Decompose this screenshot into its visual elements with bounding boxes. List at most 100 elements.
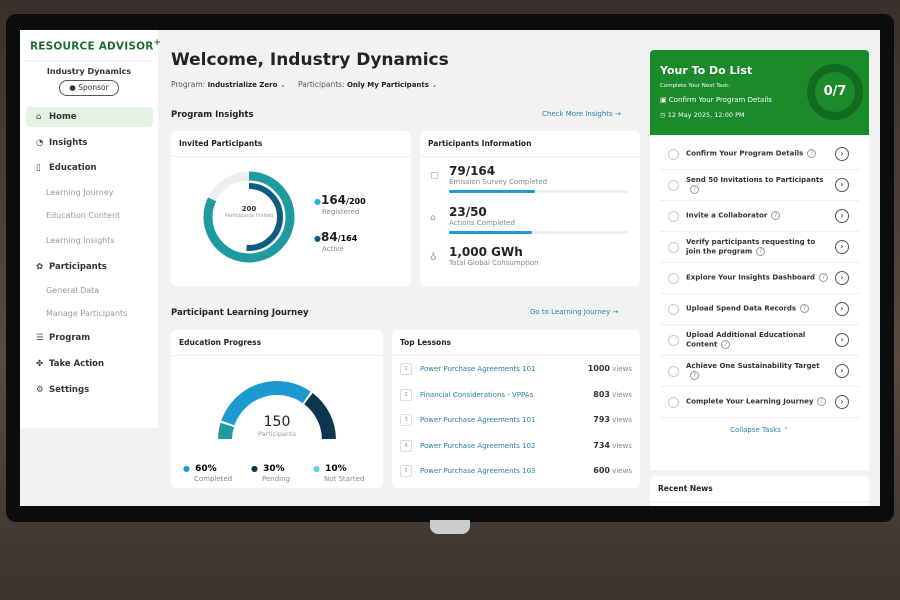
chevron-right-circle-icon[interactable]: ›: [835, 147, 849, 161]
chevron-right-circle-icon[interactable]: ›: [835, 240, 849, 254]
lesson-row[interactable]: 3 Power Purchase Agreements 101 793 views: [400, 408, 632, 433]
sidebar-sub-manage-participants[interactable]: Manage Participants: [46, 309, 128, 318]
task-label: Explore Your Insights Dashboard: [686, 273, 816, 282]
task-item[interactable]: Upload Spend Data Records? ›: [660, 294, 859, 325]
task-item[interactable]: Verify participants requesting to join t…: [660, 232, 859, 263]
task-checkbox[interactable]: [668, 303, 679, 315]
chevron-right-circle-icon[interactable]: ›: [835, 302, 849, 316]
help-icon[interactable]: ?: [690, 184, 699, 194]
legend-pending: ● 30% Pending: [251, 456, 290, 483]
sidebar-item-take-action[interactable]: ✤ Take Action: [26, 354, 153, 374]
task-item[interactable]: Explore Your Insights Dashboard? ›: [660, 263, 859, 294]
help-icon[interactable]: ?: [771, 211, 781, 221]
task-item[interactable]: Complete Your Learning Journey? ›: [660, 387, 859, 418]
active-stat: ●84/164 Active: [314, 226, 357, 253]
legend-value: 30%: [263, 464, 285, 474]
collapse-tasks-button[interactable]: Collapse Tasks ⌃: [660, 426, 859, 434]
lesson-row[interactable]: 1 Power Purchase Agreements 101 1000 views: [400, 357, 632, 382]
lesson-row[interactable]: 2 Financial Considerations - VPPAs 803 vie…: [400, 383, 632, 408]
legend-label: Not Started: [324, 475, 365, 483]
lesson-row[interactable]: 5 Power Purchase Agreements 103 600 views: [400, 459, 632, 484]
invited-donut: [203, 171, 295, 263]
views-count: 793: [593, 415, 610, 424]
lesson-rank: 3: [400, 414, 412, 426]
task-item[interactable]: Upload Additional Educational Content? ›: [660, 325, 859, 356]
task-item[interactable]: Invite a Collaborator? ›: [660, 201, 859, 232]
lesson-views: 803 views: [593, 390, 632, 399]
info-value: 23/50: [449, 205, 487, 219]
book-icon: ▯: [36, 163, 41, 173]
info-label: Emission Survey Completed: [449, 178, 548, 186]
sidebar-item-settings[interactable]: ⚙ Settings: [26, 380, 153, 400]
lesson-row[interactable]: 4 Power Purchase Agreements 102 734 views: [400, 434, 632, 459]
program-value: Industrialize Zero: [207, 81, 278, 89]
task-checkbox[interactable]: [668, 179, 679, 191]
program-select[interactable]: Industrialize Zero ⌄: [208, 80, 287, 89]
views-label: views: [612, 390, 632, 399]
check-more-insights-link[interactable]: Check More Insights →: [542, 110, 621, 118]
task-label: Confirm Your Program Details: [686, 149, 804, 158]
go-to-learning-journey-link[interactable]: Go to Learning Journey →: [530, 308, 618, 316]
screen: RESOURCE ADVISOR+ Industry Dynamics ● Sp…: [20, 30, 880, 506]
chevron-right-circle-icon[interactable]: ›: [835, 178, 849, 192]
task-checkbox[interactable]: [668, 334, 679, 346]
lesson-title-link[interactable]: Power Purchase Agreements 101: [420, 416, 536, 424]
sidebar-item-program[interactable]: ☰ Program: [26, 328, 153, 348]
task-checkbox[interactable]: [668, 396, 679, 408]
next-task-link[interactable]: ▣ Confirm Your Program Details: [660, 96, 772, 104]
views-count: 600: [593, 466, 610, 475]
lesson-title-link[interactable]: Power Purchase Agreements 101: [420, 365, 536, 373]
lesson-views: 734 views: [593, 441, 632, 450]
gauge-segment-completed: [221, 381, 311, 426]
role-badge: ● Sponsor: [59, 80, 119, 96]
help-icon[interactable]: ?: [800, 304, 810, 314]
participants-label: Participants:: [297, 80, 345, 89]
lesson-title-link[interactable]: Power Purchase Agreements 103: [420, 467, 536, 475]
task-checkbox[interactable]: [668, 272, 679, 284]
task-item[interactable]: Confirm Your Program Details? ›: [660, 139, 859, 170]
survey-icon: ▢: [430, 171, 439, 181]
task-item[interactable]: Send 50 Invitations to Participants? ›: [660, 170, 859, 201]
due-date-text: 12 May 2025, 12:00 PM: [667, 111, 745, 119]
task-item[interactable]: Achieve One Sustainability Target? ›: [660, 356, 859, 387]
views-label: views: [612, 467, 632, 475]
task-checkbox[interactable]: [668, 210, 679, 222]
task-checkbox[interactable]: [668, 241, 679, 253]
participants-select[interactable]: Only My Participants ⌄: [347, 80, 438, 89]
chevron-right-circle-icon[interactable]: ›: [835, 395, 849, 409]
chart-icon: ◔: [36, 138, 44, 148]
sidebar-item-home[interactable]: ⌂ Home: [26, 107, 153, 127]
task-label-wrap: Upload Spend Data Records?: [686, 304, 829, 314]
lesson-views: 1000 views: [588, 364, 632, 373]
task-checkbox[interactable]: [668, 148, 679, 160]
task-checkbox[interactable]: [668, 365, 679, 377]
sidebar-item-participants[interactable]: ✿ Participants: [26, 257, 153, 277]
chevron-right-circle-icon[interactable]: ›: [835, 333, 849, 347]
help-icon[interactable]: ?: [807, 149, 817, 159]
logo[interactable]: RESOURCE ADVISOR+: [30, 38, 161, 53]
lesson-title-link[interactable]: Power Purchase Agreements 102: [420, 441, 536, 450]
card-title: Participants Information: [420, 131, 640, 157]
gauge-segment-pending: [303, 392, 336, 440]
registered-value: 164: [320, 193, 347, 207]
chevron-right-circle-icon[interactable]: ›: [835, 271, 849, 285]
page-title: Welcome, Industry Dynamics: [171, 50, 449, 70]
help-icon[interactable]: ?: [817, 397, 827, 407]
sidebar-item-insights[interactable]: ◔ Insights: [26, 133, 153, 153]
sidebar-sub-learning-journey[interactable]: Learning Journey: [46, 188, 114, 197]
sidebar-sub-education-content[interactable]: Education Content: [46, 211, 121, 220]
top-lessons-card: Top Lessons 1 Power Purchase Agreements 1…: [392, 330, 640, 488]
sidebar-sub-learning-insights[interactable]: Learning Insights: [46, 236, 115, 245]
next-task-label: Complete Your Next Task:: [660, 83, 731, 89]
chevron-right-circle-icon[interactable]: ›: [835, 364, 849, 378]
lesson-views: 793 views: [593, 415, 632, 424]
nav-label: Participants: [49, 262, 107, 272]
help-icon[interactable]: ?: [721, 339, 731, 349]
help-icon[interactable]: ?: [756, 246, 766, 256]
chevron-right-circle-icon[interactable]: ›: [835, 209, 849, 223]
help-icon[interactable]: ?: [690, 370, 699, 380]
lesson-title-link[interactable]: Financial Considerations - VPPAs: [420, 390, 534, 399]
sidebar-item-education[interactable]: ▯ Education: [26, 158, 153, 178]
sidebar-sub-general-data[interactable]: General Data: [46, 286, 100, 295]
help-icon[interactable]: ?: [819, 273, 829, 283]
